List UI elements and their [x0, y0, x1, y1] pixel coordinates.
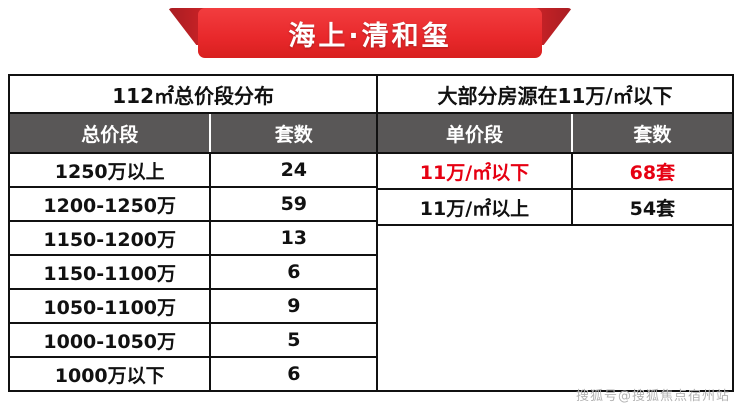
unit-count-cell: 6 — [287, 363, 301, 385]
unit-price-range-cell: 11万/㎡以下 — [378, 154, 573, 188]
price-range-cell: 1000-1050万 — [10, 324, 212, 356]
price-range-cell: 1200-1250万 — [10, 188, 212, 220]
unit-count-cell: 5 — [287, 329, 301, 351]
price-tables: 112㎡总价段分布 总价段 套数 1250万以上 24 1200-1250万 5… — [8, 74, 734, 392]
table-row: 1050-1100万 9 — [10, 290, 377, 324]
unit-price-count-header: 套数 — [633, 123, 672, 146]
unit-count-cell: 9 — [287, 295, 301, 317]
unit-count-cell: 54套 — [629, 197, 676, 220]
price-range-cell: 1250万以上 — [10, 154, 212, 186]
unit-count-cell: 68套 — [629, 161, 676, 184]
total-price-count-header: 套数 — [274, 123, 313, 146]
table-row: 11万/㎡以上 54套 — [378, 190, 732, 226]
unit-count-cell: 24 — [280, 159, 308, 181]
unit-count-cell: 59 — [280, 193, 308, 215]
total-price-table: 112㎡总价段分布 总价段 套数 1250万以上 24 1200-1250万 5… — [10, 76, 379, 390]
watermark: 搜狐号@搜狐焦点宿州站 — [575, 389, 730, 404]
table-row: 1000万以下 6 — [10, 358, 376, 390]
ribbon-center: 海上·清和玺 — [198, 8, 542, 58]
table-row: 1000-1050万 5 — [10, 324, 377, 358]
unit-count-cell: 13 — [280, 227, 308, 249]
unit-price-table: 大部分房源在11万/㎡以下 单价段 套数 11万/㎡以下 68套 11万/㎡以上… — [378, 76, 732, 390]
table-row-highlighted: 11万/㎡以下 68套 — [378, 154, 732, 190]
title-ribbon: 海上·清和玺 — [168, 8, 572, 58]
unit-count-cell: 6 — [287, 261, 301, 283]
price-range-cell: 1000万以下 — [10, 358, 212, 390]
price-range-cell: 1150-1200万 — [10, 222, 212, 254]
unit-price-table-title: 大部分房源在11万/㎡以下 — [378, 76, 732, 114]
unit-price-range-header: 单价段 — [378, 114, 573, 152]
page-title: 海上·清和玺 — [288, 20, 452, 52]
table-row: 1200-1250万 59 — [10, 188, 377, 222]
table-row: 1250万以上 24 — [10, 154, 377, 188]
total-price-range-header: 总价段 — [10, 114, 212, 152]
empty-table-area — [378, 226, 732, 390]
table-row: 1150-1100万 6 — [10, 256, 377, 290]
unit-price-range-cell: 11万/㎡以上 — [378, 190, 573, 224]
total-price-table-title: 112㎡总价段分布 — [10, 76, 377, 114]
price-range-cell: 1050-1100万 — [10, 290, 212, 322]
table-row: 1150-1200万 13 — [10, 222, 377, 256]
unit-price-header-row: 单价段 套数 — [378, 114, 732, 154]
total-price-header-row: 总价段 套数 — [10, 114, 377, 154]
price-range-cell: 1150-1100万 — [10, 256, 212, 288]
